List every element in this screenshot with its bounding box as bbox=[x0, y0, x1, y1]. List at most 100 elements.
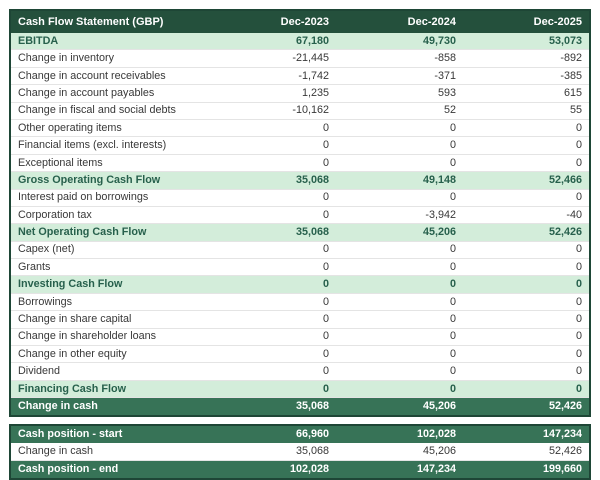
value-cell: -3,942 bbox=[336, 206, 463, 225]
value-cell: 0 bbox=[336, 328, 463, 347]
row-label: Change in cash bbox=[10, 443, 209, 462]
value-cell: 102,028 bbox=[336, 424, 463, 444]
value-cell: 0 bbox=[209, 380, 336, 399]
row-label: Other operating items bbox=[10, 119, 209, 138]
value-cell: 45,206 bbox=[336, 443, 463, 462]
value-cell: 0 bbox=[463, 293, 590, 312]
table-row: Cash position - start 66,960 102,028 147,23… bbox=[10, 424, 590, 444]
value-cell: 0 bbox=[209, 136, 336, 155]
table-row: Capex (net) 0 0 0 bbox=[10, 241, 590, 260]
row-label: Capex (net) bbox=[10, 241, 209, 260]
value-cell: -371 bbox=[336, 67, 463, 86]
value-cell: 35,068 bbox=[209, 397, 336, 417]
table-row: Grants 0 0 0 bbox=[10, 258, 590, 277]
value-cell: 0 bbox=[463, 310, 590, 329]
value-cell: 49,730 bbox=[336, 33, 463, 51]
value-cell: 0 bbox=[336, 258, 463, 277]
value-cell: 0 bbox=[336, 119, 463, 138]
value-cell: 1,235 bbox=[209, 84, 336, 103]
table-row: Cash position - end 102,028 147,234 199,660 bbox=[10, 460, 590, 480]
table-header-row: Cash Flow Statement (GBP) Dec-2023 Dec-2… bbox=[10, 10, 590, 33]
value-cell: 67,180 bbox=[209, 33, 336, 51]
value-cell: -21,445 bbox=[209, 49, 336, 68]
value-cell: 53,073 bbox=[463, 33, 590, 51]
table-row: Change in account payables 1,235 593 615 bbox=[10, 84, 590, 103]
value-cell: 0 bbox=[336, 189, 463, 207]
value-cell: 0 bbox=[209, 241, 336, 260]
value-cell: 147,234 bbox=[336, 460, 463, 480]
value-cell: 0 bbox=[336, 345, 463, 364]
row-label: Change in account receivables bbox=[10, 67, 209, 86]
value-cell: 66,960 bbox=[209, 424, 336, 444]
value-cell: 0 bbox=[463, 328, 590, 347]
value-cell: 35,068 bbox=[209, 223, 336, 242]
row-label: Financial items (excl. interests) bbox=[10, 136, 209, 155]
value-cell: 0 bbox=[209, 310, 336, 329]
row-label: Investing Cash Flow bbox=[10, 275, 209, 294]
value-cell: 102,028 bbox=[209, 460, 336, 480]
table-row: Corporation tax 0 -3,942 -40 bbox=[10, 206, 590, 225]
table-row: Change in cash 35,068 45,206 52,426 bbox=[10, 443, 590, 462]
row-label: Cash position - end bbox=[10, 460, 209, 480]
value-cell: -858 bbox=[336, 49, 463, 68]
column-header-dec-2024: Dec-2024 bbox=[336, 10, 463, 33]
value-cell: 147,234 bbox=[463, 424, 590, 444]
value-cell: 199,660 bbox=[463, 460, 590, 480]
row-label: Gross Operating Cash Flow bbox=[10, 171, 209, 190]
value-cell: 0 bbox=[336, 154, 463, 173]
value-cell: 0 bbox=[209, 119, 336, 138]
table-row: Change in inventory -21,445 -858 -892 bbox=[10, 49, 590, 68]
value-cell: -10,162 bbox=[209, 102, 336, 120]
value-cell: 0 bbox=[336, 136, 463, 155]
value-cell: 52 bbox=[336, 102, 463, 120]
value-cell: 0 bbox=[463, 345, 590, 364]
row-label: Grants bbox=[10, 258, 209, 277]
table-row: Change in fiscal and social debts -10,162… bbox=[10, 102, 590, 120]
value-cell: 0 bbox=[209, 345, 336, 364]
value-cell: 52,426 bbox=[463, 397, 590, 417]
row-label: Change in other equity bbox=[10, 345, 209, 364]
value-cell: 0 bbox=[209, 154, 336, 173]
table-row: Change in share capital 0 0 0 bbox=[10, 310, 590, 329]
table-row: Financial items (excl. interests) 0 0 0 bbox=[10, 136, 590, 155]
row-label: Change in shareholder loans bbox=[10, 328, 209, 347]
row-label: Change in inventory bbox=[10, 49, 209, 68]
value-cell: -385 bbox=[463, 67, 590, 86]
value-cell: 35,068 bbox=[209, 443, 336, 462]
value-cell: 0 bbox=[463, 154, 590, 173]
table-row: Change in other equity 0 0 0 bbox=[10, 345, 590, 364]
value-cell: 0 bbox=[336, 380, 463, 399]
column-header-dec-2025: Dec-2025 bbox=[463, 10, 590, 33]
value-cell: 0 bbox=[463, 136, 590, 155]
table-row: Net Operating Cash Flow 35,068 45,206 52,42… bbox=[10, 223, 590, 242]
value-cell: 0 bbox=[463, 362, 590, 381]
value-cell: -40 bbox=[463, 206, 590, 225]
value-cell: 52,466 bbox=[463, 171, 590, 190]
value-cell: 593 bbox=[336, 84, 463, 103]
row-label: Change in account payables bbox=[10, 84, 209, 103]
row-label: Change in cash bbox=[10, 397, 209, 417]
row-label: Dividend bbox=[10, 362, 209, 381]
value-cell: 35,068 bbox=[209, 171, 336, 190]
table-row: Change in shareholder loans 0 0 0 bbox=[10, 328, 590, 347]
table-row: Borrowings 0 0 0 bbox=[10, 293, 590, 312]
row-label: Corporation tax bbox=[10, 206, 209, 225]
value-cell: 615 bbox=[463, 84, 590, 103]
table-row: Investing Cash Flow 0 0 0 bbox=[10, 275, 590, 294]
row-label: Financing Cash Flow bbox=[10, 380, 209, 399]
table-row: Interest paid on borrowings 0 0 0 bbox=[10, 189, 590, 207]
table-row: Financing Cash Flow 0 0 0 bbox=[10, 380, 590, 399]
value-cell: 0 bbox=[336, 275, 463, 294]
table-row: Change in account receivables -1,742 -371-… bbox=[10, 67, 590, 86]
cash-flow-table: Cash Flow Statement (GBP) Dec-2023 Dec-2… bbox=[9, 9, 591, 418]
table-row: Change in cash 35,068 45,206 52,426 bbox=[10, 397, 590, 417]
value-cell: 0 bbox=[463, 275, 590, 294]
row-label: Change in share capital bbox=[10, 310, 209, 329]
value-cell: 0 bbox=[209, 258, 336, 277]
row-label: Interest paid on borrowings bbox=[10, 189, 209, 207]
value-cell: -892 bbox=[463, 49, 590, 68]
value-cell: 0 bbox=[463, 119, 590, 138]
value-cell: 0 bbox=[336, 310, 463, 329]
row-label: Change in fiscal and social debts bbox=[10, 102, 209, 120]
table-row: Other operating items 0 0 0 bbox=[10, 119, 590, 138]
